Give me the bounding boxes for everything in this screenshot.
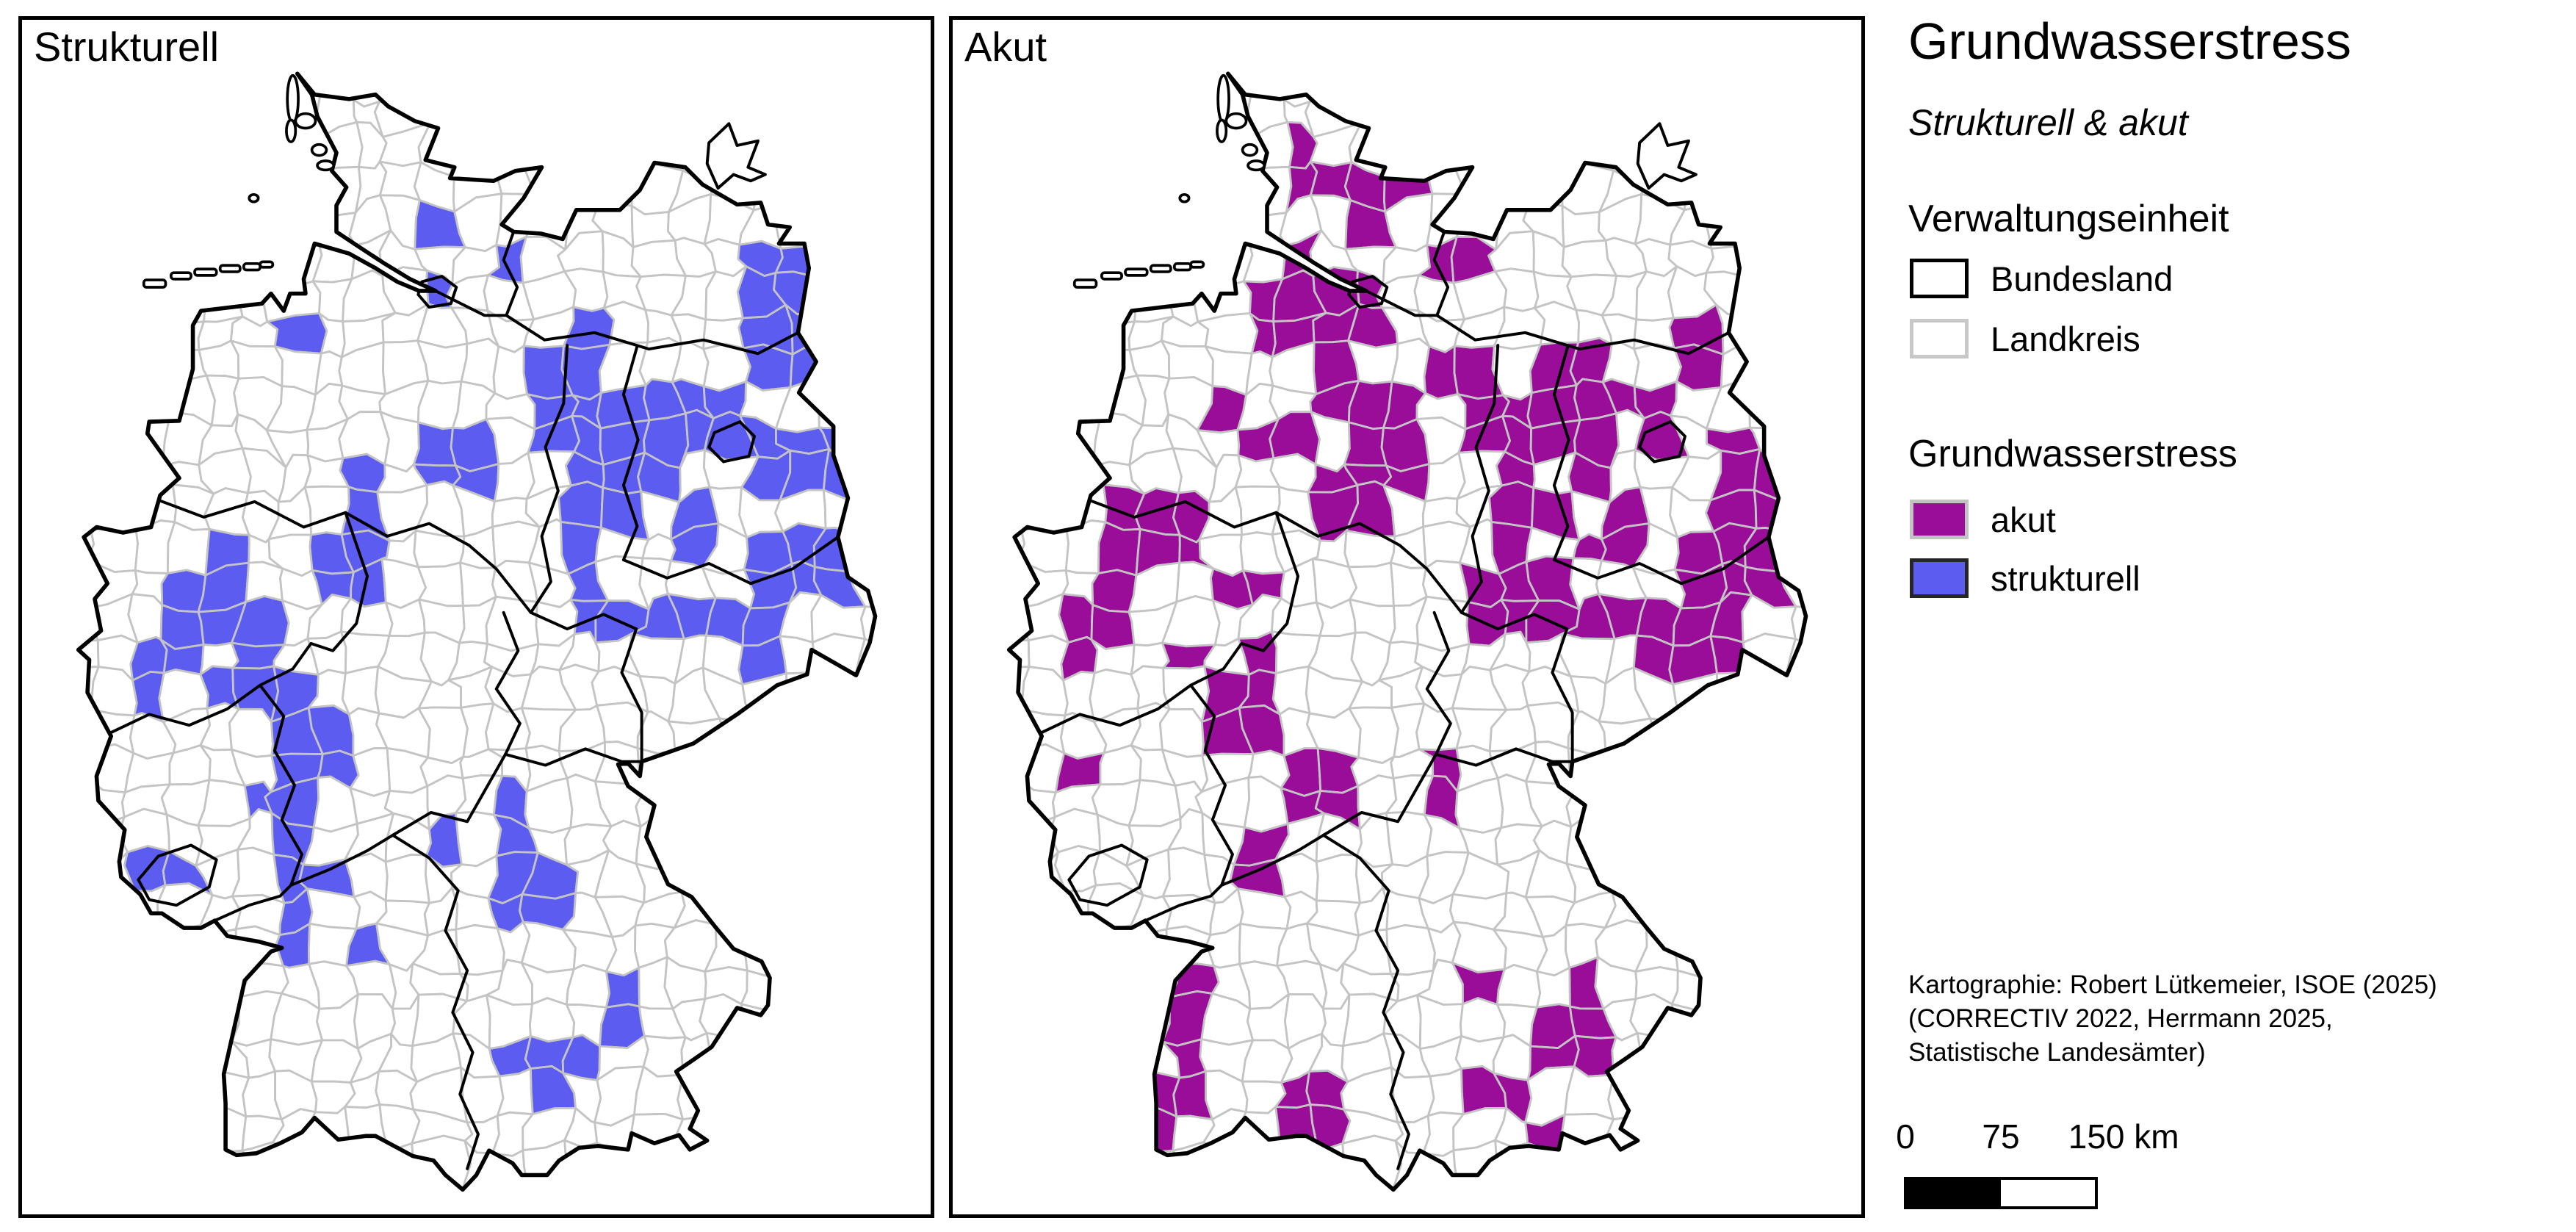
attribution-line-1: Kartographie: Robert Lütkemeier, ISOE (2… [1908,970,2437,999]
landkreis-swatch [1910,319,1969,359]
akut-label: akut [1991,500,2056,539]
legend-item-akut: akut [1910,498,2056,541]
panel-label-akut: Akut [964,24,1047,70]
map-panel-strukturell: Strukturell [18,16,934,1218]
admin-section-title: Verwaltungseinheit [1908,198,2229,240]
attribution-line-2: (CORRECTIV 2022, Herrmann 2025, [1908,1004,2333,1033]
map-panel-akut: Akut [949,16,1865,1218]
strukturell-swatch [1910,558,1969,598]
bundesland-swatch [1910,259,1969,298]
legend-item-landkreis: Landkreis [1910,317,2140,360]
akut-swatch [1910,500,1969,539]
landkreis-label: Landkreis [1991,319,2140,359]
scalebar-tick-150: 150 km [2068,1117,2179,1156]
stress-section-title: Grundwasserstress [1908,433,2237,475]
legend-item-bundesland: Bundesland [1910,257,2173,300]
scalebar [1904,1177,2098,1209]
attribution-line-3: Statistische Landesämter) [1908,1038,2206,1067]
legend: Grundwasserstress Strukturell & akut Ver… [1908,0,2569,1232]
bundesland-label: Bundesland [1991,259,2173,298]
scalebar-tick-75: 75 [1982,1117,2020,1156]
legend-item-strukturell: strukturell [1910,557,2140,599]
scalebar-tick-0: 0 [1896,1117,1915,1156]
scalebar-segment-white [2001,1180,2095,1206]
scalebar-segment-black [1907,1180,2001,1206]
germany-map-akut [1006,71,1808,1192]
legend-subtitle: Strukturell & akut [1908,102,2188,143]
strukturell-label: strukturell [1991,558,2140,598]
panel-label-strukturell: Strukturell [34,24,220,70]
legend-title: Grundwasserstress [1908,12,2351,70]
germany-map-strukturell [76,71,878,1192]
attribution: Kartographie: Robert Lütkemeier, ISOE (2… [1908,968,2437,1070]
